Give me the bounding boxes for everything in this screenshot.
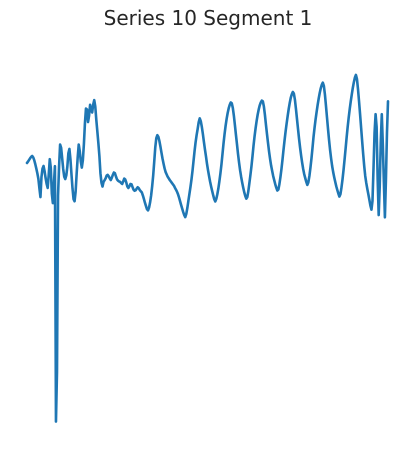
series-line-1 [25, 73, 390, 423]
chart-title: Series 10 Segment 1 [103, 6, 313, 30]
